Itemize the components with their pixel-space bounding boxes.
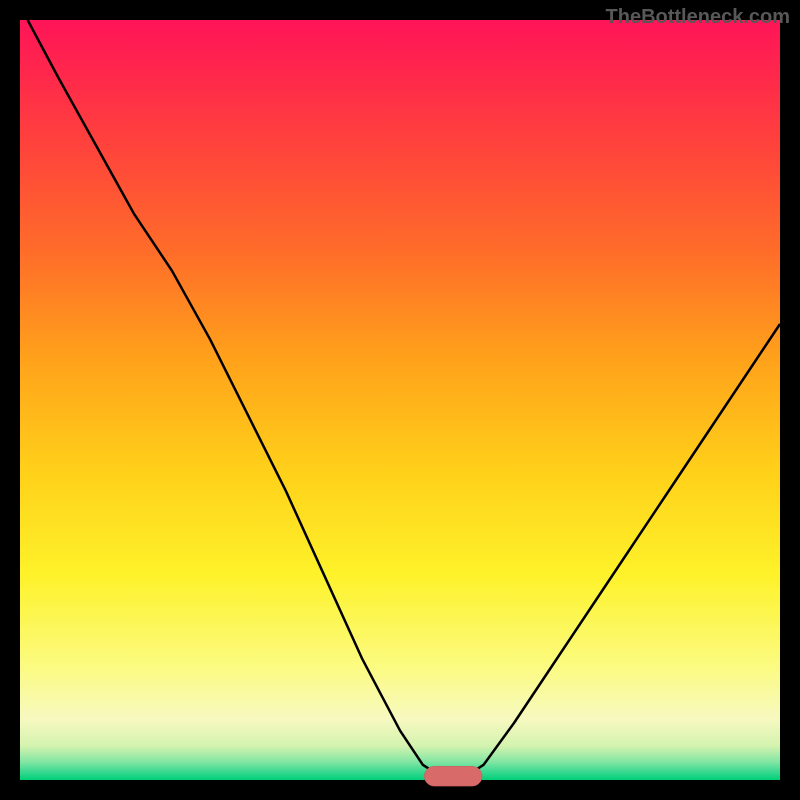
- bottleneck-chart: TheBottleneck.com: [0, 0, 800, 800]
- optimal-marker: [424, 766, 482, 786]
- chart-svg: [0, 0, 800, 800]
- attribution-label: TheBottleneck.com: [606, 6, 790, 29]
